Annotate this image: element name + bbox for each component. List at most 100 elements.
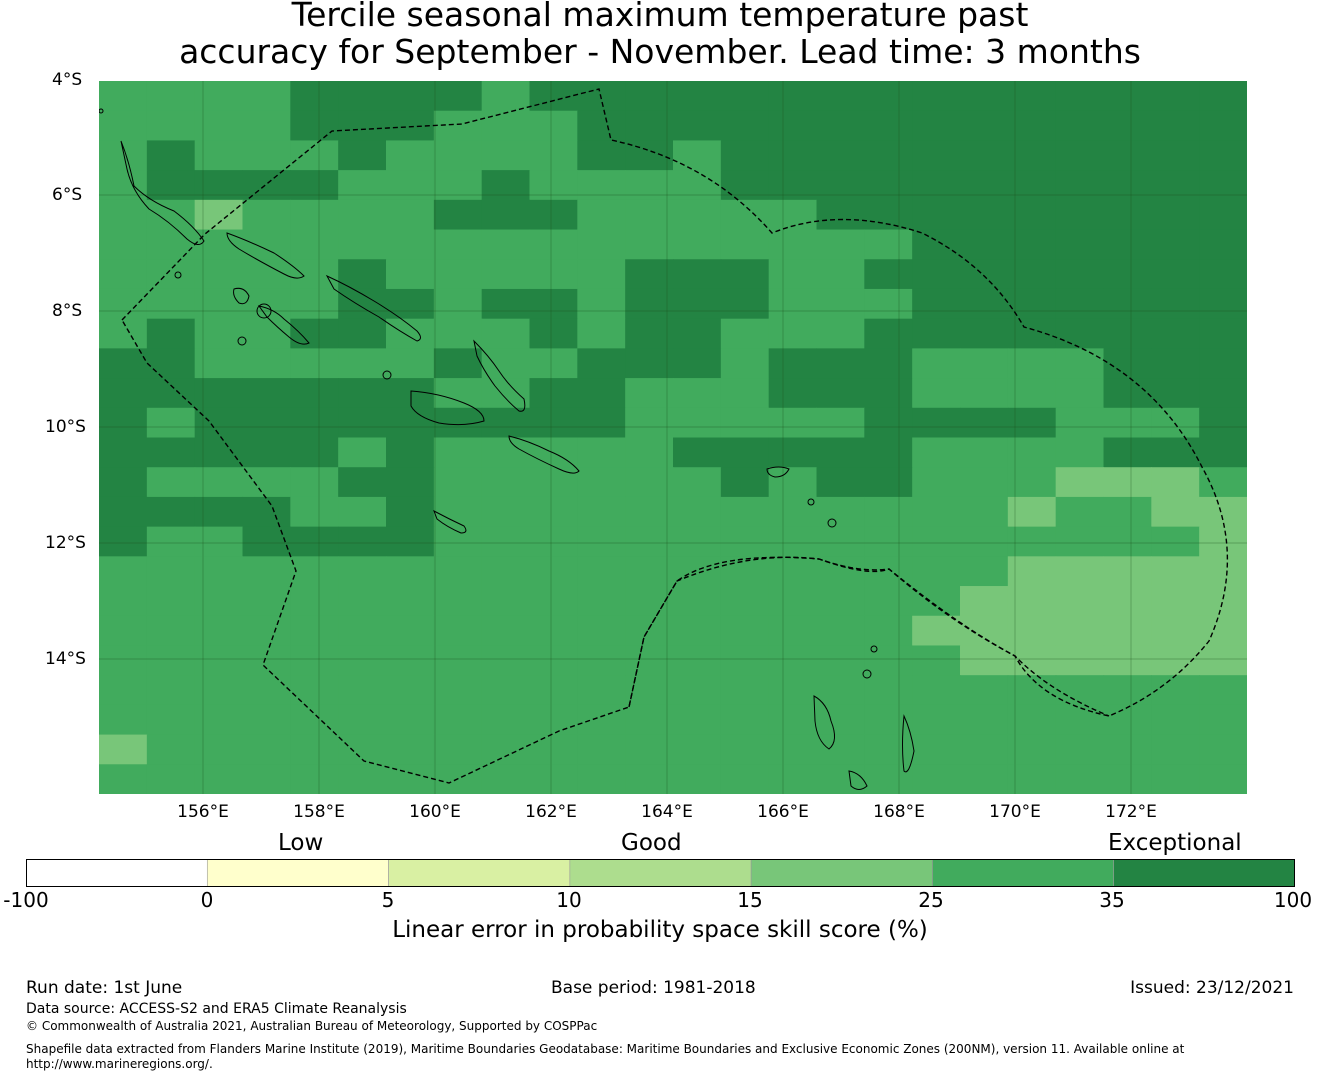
grid-cell: [433, 259, 483, 290]
grid-cell: [433, 586, 483, 617]
grid-cell: [864, 199, 913, 231]
grid-cell: [577, 229, 626, 260]
grid-cell: [816, 288, 865, 320]
grid-cell: [673, 675, 722, 706]
grid-cell: [529, 110, 578, 142]
grid-cell: [99, 140, 148, 171]
grid-cell: [1055, 556, 1105, 587]
grid-cell: [99, 259, 148, 290]
grid-cell: [960, 199, 1009, 231]
grid-cell: [481, 140, 531, 171]
grid-cell: [816, 734, 865, 765]
grid-cell: [481, 764, 531, 794]
grid-cell: [481, 526, 531, 557]
grid-cell: [290, 437, 339, 468]
island-small: [237, 336, 247, 346]
grid-cell: [768, 437, 818, 468]
grid-cell: [338, 318, 387, 349]
grid-cell: [481, 586, 531, 617]
grid-cell: [338, 81, 387, 112]
grid-cell: [529, 259, 578, 290]
grid-cell: [194, 734, 244, 765]
grid-cell: [768, 645, 818, 676]
grid-cell: [194, 586, 244, 617]
grid-cell: [99, 556, 148, 587]
grid-cell: [99, 496, 148, 528]
grid-cell: [481, 467, 531, 498]
grid-cell: [816, 229, 865, 260]
grid-cell: [1151, 764, 1200, 794]
grid-cell: [864, 378, 913, 409]
grid-cell: [1151, 704, 1200, 736]
grid-cell: [960, 645, 1009, 676]
grid-cell: [1151, 556, 1200, 587]
grid-cell: [816, 467, 865, 498]
grid-cell: [768, 199, 818, 231]
grid-cell: [1055, 645, 1105, 676]
grid-cell: [1103, 288, 1152, 320]
grid-cell: [673, 110, 722, 142]
grid-cell: [720, 110, 770, 142]
grid-cell: [529, 81, 578, 112]
grid-cell: [194, 348, 244, 379]
grid-cell: [194, 407, 244, 439]
colorbar-tick-label: 10: [556, 888, 582, 912]
grid-cell: [816, 110, 865, 142]
grid-cell: [386, 734, 435, 765]
grid-cell: [577, 586, 626, 617]
grid-cell: [912, 496, 961, 528]
grid-cell: [290, 378, 339, 409]
grid-cell: [386, 407, 435, 439]
grid-cell: [1007, 378, 1057, 409]
shapefile-credit: Shapefile data extracted from Flanders M…: [26, 1042, 1185, 1056]
grid-cell: [481, 110, 531, 142]
grid-cell: [481, 496, 531, 528]
grid-cell: [194, 140, 244, 171]
grid-cell: [673, 526, 722, 557]
grid-cell: [146, 645, 196, 676]
grid-cell: [1007, 407, 1057, 439]
grid-cell: [625, 764, 674, 794]
grid-cell: [529, 586, 578, 617]
grid-cell: [290, 288, 339, 320]
grid-cell: [625, 704, 674, 736]
grid-cell: [290, 407, 339, 439]
grid-cell: [1007, 110, 1057, 142]
grid-cell: [1199, 437, 1247, 468]
grid-cell: [673, 764, 722, 794]
grid-cell: [194, 288, 244, 320]
grid-cell: [481, 81, 531, 112]
grid-cell: [242, 764, 291, 794]
grid-cell: [386, 615, 435, 647]
grid-cell: [673, 288, 722, 320]
grid-cell: [768, 586, 818, 617]
grid-cell: [864, 140, 913, 171]
grid-cell: [433, 348, 483, 379]
grid-cell: [1151, 140, 1200, 171]
coastlines: [99, 108, 915, 790]
grid-cell: [625, 81, 674, 112]
grid-cell: [864, 318, 913, 349]
grid-cell: [386, 259, 435, 290]
grid-cell: [1151, 348, 1200, 379]
grid-cell: [1103, 675, 1152, 706]
grid-cell: [146, 764, 196, 794]
grid-cell: [1199, 764, 1247, 794]
island-santa-cruz: [766, 466, 790, 478]
grid-cell: [768, 318, 818, 349]
grid-cell: [864, 615, 913, 647]
colorbar-swatch: [388, 859, 571, 887]
grid-cell: [1199, 526, 1247, 557]
grid-cell: [960, 259, 1009, 290]
grid-cell: [194, 704, 244, 736]
grid-cell: [1151, 467, 1200, 498]
grid-cell: [864, 259, 913, 290]
grid-cell: [1103, 81, 1152, 112]
grid-cell: [99, 615, 148, 647]
grid-cell: [912, 259, 961, 290]
colorbar-tick-label: 0: [200, 888, 214, 912]
grid-cell: [386, 526, 435, 557]
grid-cell: [529, 556, 578, 587]
grid-cell: [960, 704, 1009, 736]
grid-cell: [290, 170, 339, 201]
